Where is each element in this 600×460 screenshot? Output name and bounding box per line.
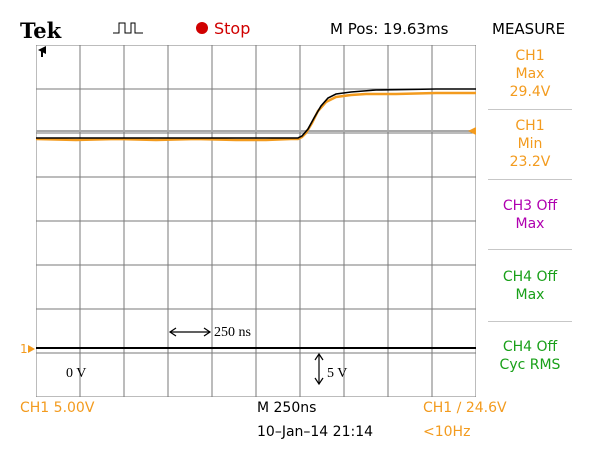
brand-logo: Tek	[20, 18, 62, 43]
time-span-label: 250 ns	[214, 325, 251, 340]
measurement-ch1-min[interactable]: CH1 Min 23.2V	[480, 117, 580, 171]
measurement-type: Max	[515, 287, 545, 303]
measurement-type: Max	[515, 66, 545, 82]
voltage-span-arrow	[314, 352, 324, 386]
measurement-ch4-cyc-rms[interactable]: CH4 Off Cyc RMS	[480, 338, 580, 374]
measure-panel-title: MEASURE	[492, 20, 566, 38]
measurement-value: 23.2V	[509, 154, 551, 170]
measurement-source: CH3 Off	[502, 198, 558, 214]
panel-divider	[488, 249, 572, 250]
timebase: M 250ns	[257, 400, 317, 416]
panel-divider	[488, 109, 572, 110]
trigger-frequency: <10Hz	[423, 424, 471, 440]
ch1-ground-arrow-icon	[28, 345, 35, 353]
ch1-ground-marker: 1	[20, 342, 28, 356]
scope-display[interactable]: 250 ns 5 V 0 V	[36, 45, 476, 397]
measurement-type: Cyc RMS	[499, 357, 561, 373]
graticule-grid	[36, 45, 476, 397]
measurement-type: Max	[515, 216, 545, 232]
horizontal-position: M Pos: 19.63ms	[330, 20, 449, 38]
measure-panel: CH1 Max 29.4V CH1 Min 23.2V CH3 Off Max …	[480, 45, 580, 397]
measurement-value: 29.4V	[509, 84, 551, 100]
measurement-ch4-max[interactable]: CH4 Off Max	[480, 268, 580, 304]
trigger-setting: CH1 ∕ 24.6V	[423, 400, 507, 416]
measurement-source: CH4 Off	[502, 269, 558, 285]
measurement-type: Min	[517, 136, 543, 152]
acquisition-waveform-icon	[113, 22, 143, 34]
ch1-offset-marker	[468, 127, 476, 135]
acquisition-status: Stop	[214, 19, 251, 38]
measurement-source: CH1	[515, 48, 545, 64]
ch1-waveform	[36, 91, 476, 142]
panel-divider	[488, 179, 572, 180]
stop-status-icon	[196, 22, 208, 34]
measurement-ch3-max[interactable]: CH3 Off Max	[480, 197, 580, 233]
measurement-source: CH1	[515, 118, 545, 134]
time-span-arrow	[168, 327, 212, 337]
reference-waveform	[36, 88, 476, 139]
ch1-scale: CH1 5.00V	[20, 400, 95, 416]
date-time: 10–Jan–14 21:14	[257, 424, 374, 440]
measurement-source: CH4 Off	[502, 339, 558, 355]
measurement-ch1-max[interactable]: CH1 Max 29.4V	[480, 47, 580, 101]
zero-level-label: 0 V	[66, 366, 86, 381]
voltage-span-label: 5 V	[327, 366, 347, 381]
panel-divider	[488, 321, 572, 322]
